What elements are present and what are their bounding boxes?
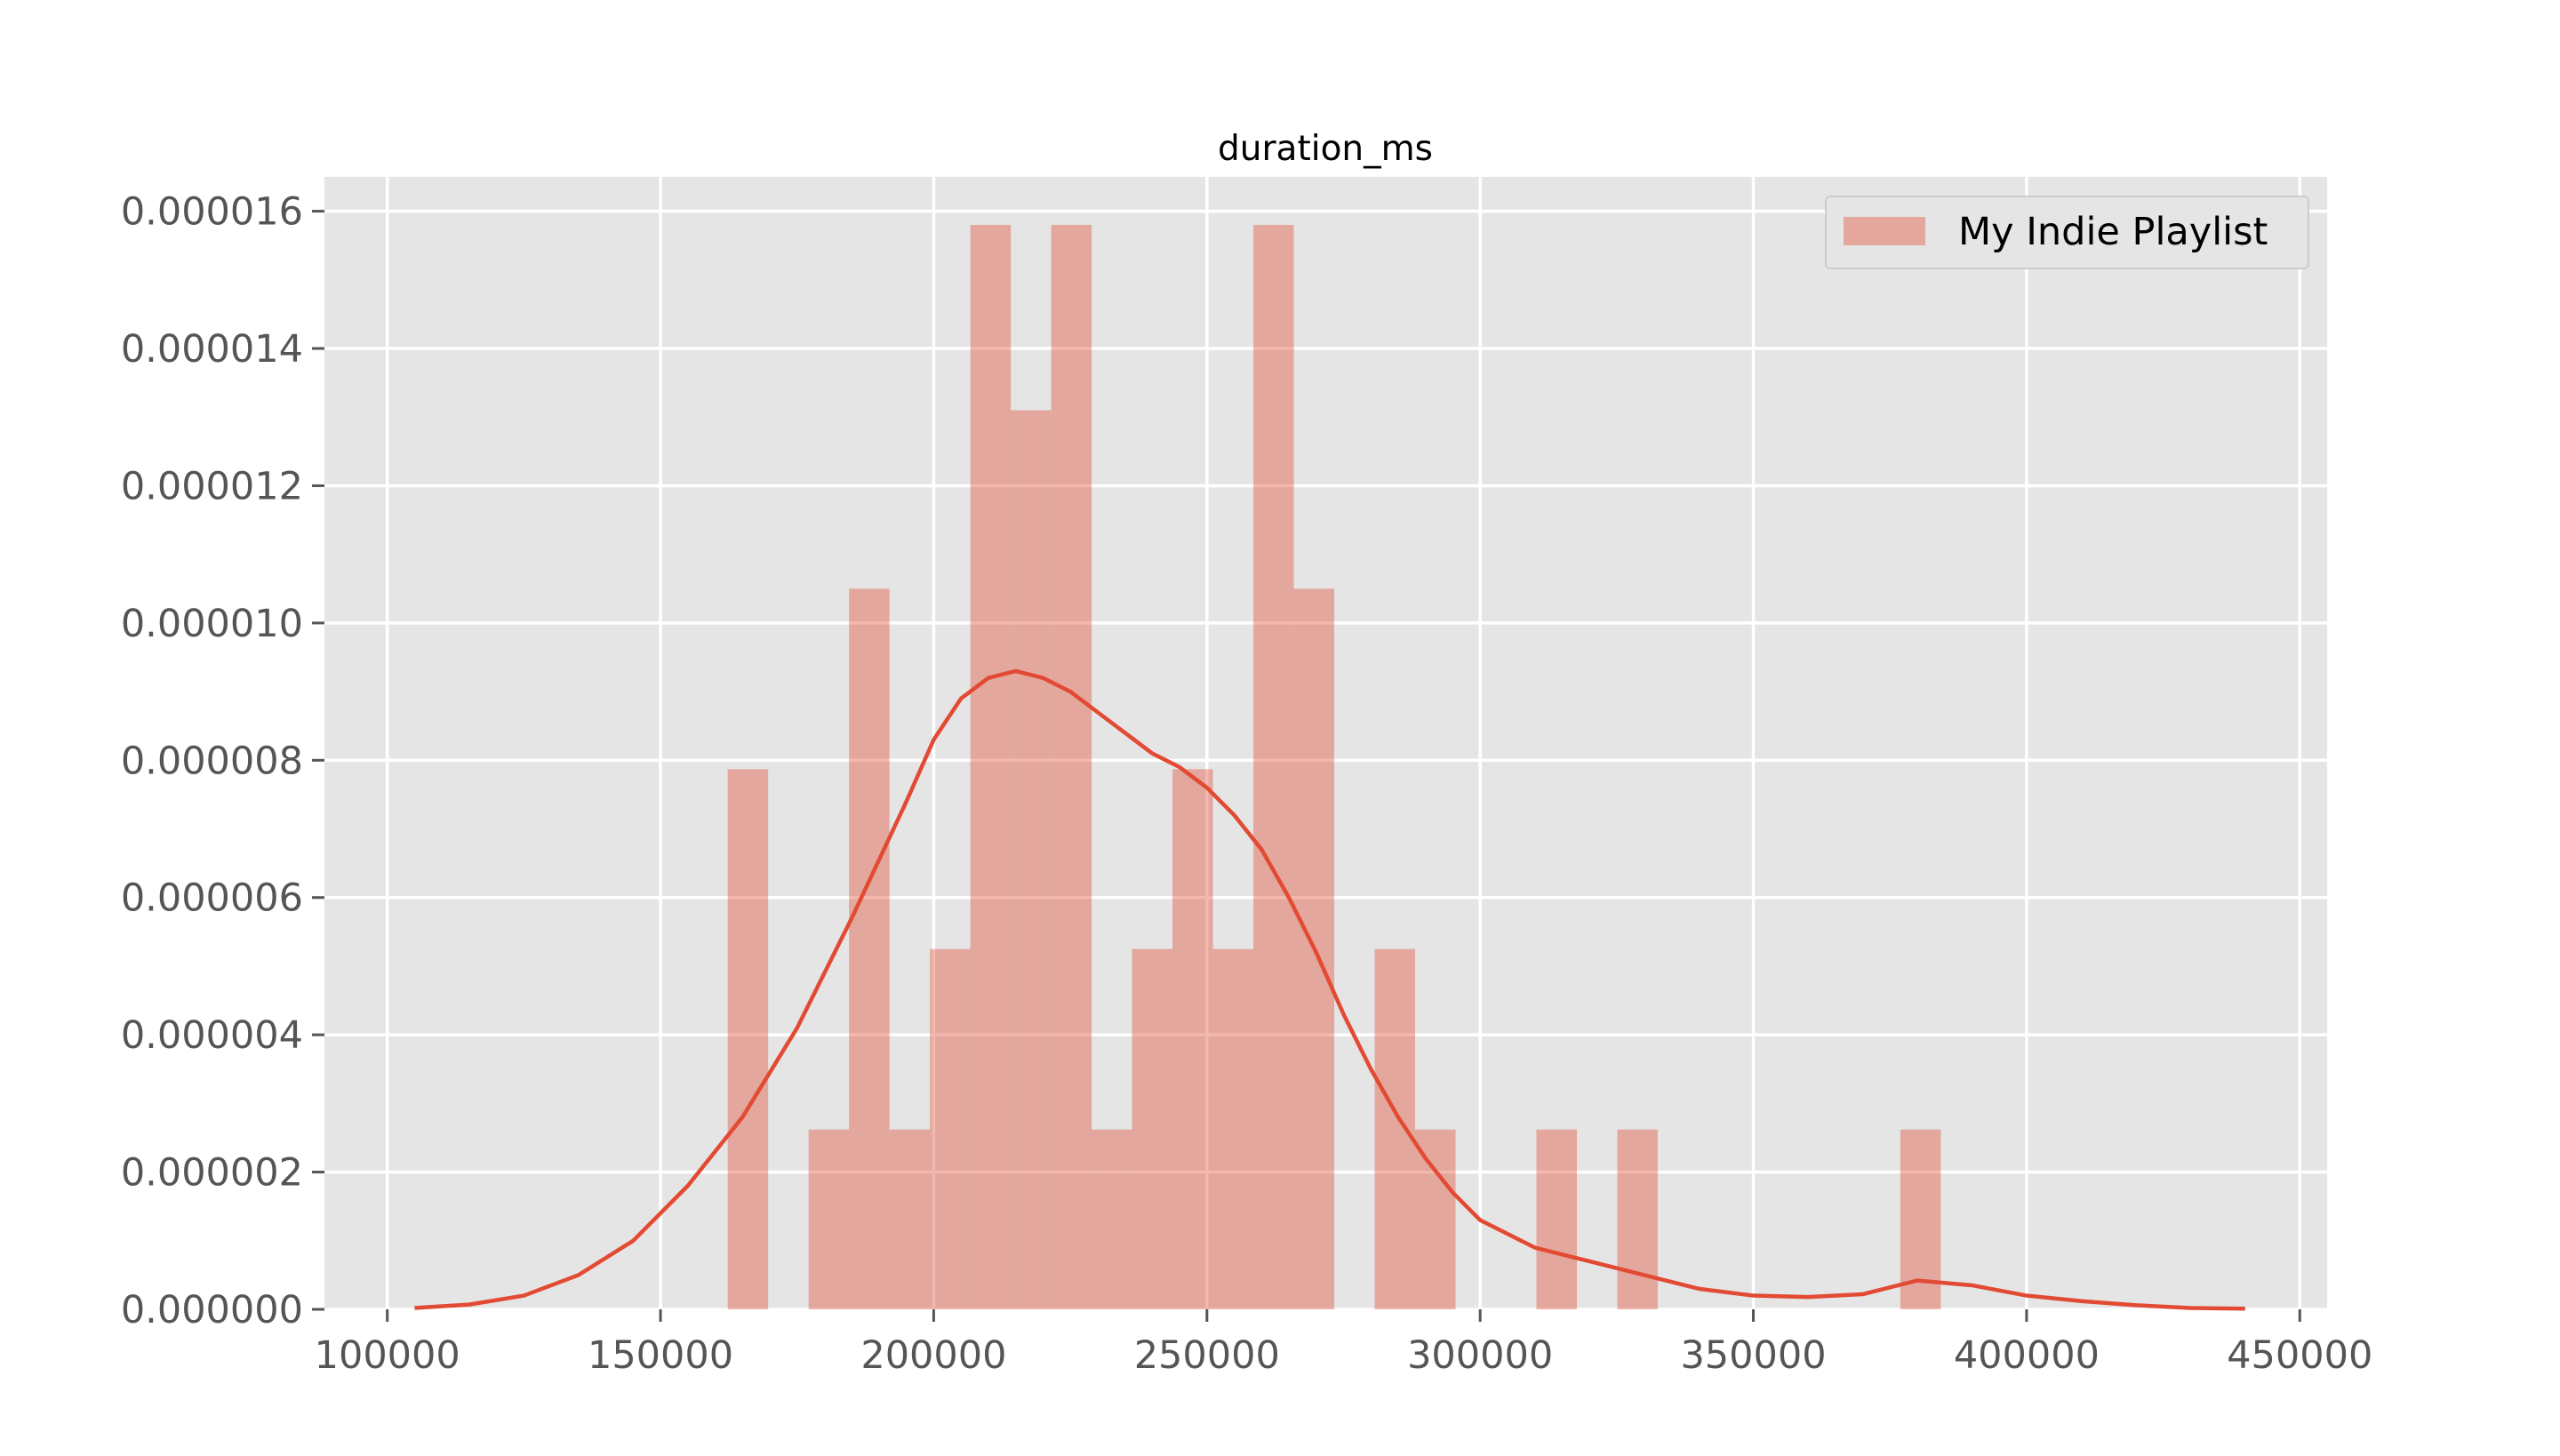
- histogram-bar: [849, 588, 890, 1309]
- kde-curve-layer: [414, 668, 2245, 1311]
- y-tick-label: 0.000008: [121, 739, 303, 783]
- y-axis-ticks: 0.000000 0.000002 0.000004 0.000006 0.000008…: [121, 190, 324, 1332]
- chart-title: duration_ms: [1218, 129, 1433, 169]
- grid-lines: [324, 177, 2327, 1311]
- y-tick-label: 0.000012: [121, 464, 303, 508]
- y-tick-label: 0.000002: [121, 1151, 303, 1196]
- histogram-bar: [808, 1129, 850, 1309]
- y-tick-label: 0.000014: [121, 327, 303, 372]
- legend: My Indie Playlist: [1825, 196, 2309, 269]
- x-tick-label: 300000: [1407, 1333, 1553, 1378]
- histogram-bar: [1092, 1129, 1132, 1309]
- legend-label: My Indie Playlist: [1958, 210, 2268, 254]
- legend-swatch: [1844, 217, 1925, 245]
- histogram-bar: [1051, 225, 1092, 1310]
- histogram-bar: [1617, 1129, 1658, 1309]
- histogram-bar: [1374, 948, 1416, 1309]
- x-tick-label: 350000: [1680, 1333, 1826, 1378]
- x-tick-label: 400000: [1954, 1333, 2100, 1378]
- x-tick-label: 250000: [1134, 1333, 1280, 1378]
- y-tick-label: 0.000006: [121, 876, 303, 921]
- histogram-bar: [1253, 225, 1294, 1310]
- x-tick-label: 150000: [588, 1333, 733, 1378]
- histogram-bar: [930, 948, 971, 1309]
- x-tick-label: 100000: [315, 1333, 460, 1378]
- y-tick-label: 0.000000: [121, 1288, 303, 1332]
- x-tick-label: 200000: [860, 1333, 1006, 1378]
- histogram-bar: [727, 769, 769, 1309]
- histogram-bar: [1011, 410, 1052, 1309]
- x-tick-label: 450000: [2227, 1333, 2372, 1378]
- y-tick-label: 0.000010: [121, 602, 303, 646]
- y-tick-label: 0.000004: [121, 1013, 303, 1058]
- histogram-bar: [1172, 769, 1213, 1309]
- histogram-bar: [889, 1129, 931, 1309]
- histogram-bar: [1212, 948, 1254, 1309]
- histogram-bars: [727, 225, 1941, 1310]
- histogram-bar: [1415, 1129, 1456, 1309]
- histogram-bar: [970, 225, 1012, 1310]
- histogram-bar: [1536, 1129, 1577, 1309]
- histogram-bar: [1132, 948, 1173, 1309]
- legend-frame: [1825, 196, 2309, 269]
- plot-background: [324, 177, 2327, 1309]
- y-tick-label: 0.000016: [121, 190, 303, 235]
- x-axis-ticks: 100000 150000 200000 250000 300000 350000 4000…: [315, 1309, 2372, 1378]
- kde-line: [414, 668, 2245, 1311]
